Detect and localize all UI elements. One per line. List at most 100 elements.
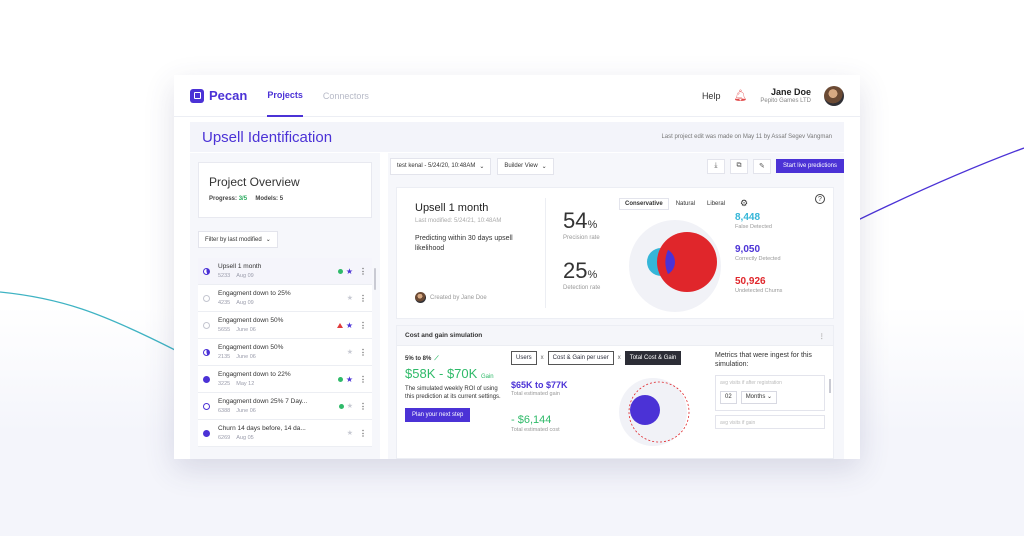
warning-triangle-icon xyxy=(336,322,343,328)
version-select[interactable]: test kenal - 5/24/20, 10:48AM ⌄ xyxy=(390,157,492,175)
list-item[interactable]: Engagment down to 22% 3225 May 12 ★ ⋮ xyxy=(198,366,372,393)
user-info[interactable]: Jane Doe Pepito Games LTD xyxy=(760,87,811,104)
kebab-menu-icon[interactable]: ⋮ xyxy=(359,374,367,384)
kebab-menu-icon[interactable]: ⋮ xyxy=(359,347,367,357)
created-by-text: Created by Jane Doe xyxy=(430,294,487,301)
chip-users[interactable]: Users xyxy=(511,351,537,365)
view-select[interactable]: Builder View ⌄ xyxy=(497,157,554,175)
item-title: Churn 14 days before, 14 da... xyxy=(218,425,306,432)
status-pie-icon xyxy=(203,348,210,356)
download-icon[interactable]: ⤓ xyxy=(706,158,725,174)
star-outline-icon[interactable]: ★ xyxy=(346,403,353,410)
correct-detected-value: 9,050 xyxy=(735,244,761,255)
tab-connectors[interactable]: Connectors xyxy=(322,90,369,101)
gain-trend-icon: ⟋ xyxy=(434,356,439,362)
chip-cost-gain[interactable]: Cost & Gain per user xyxy=(547,351,614,365)
estimated-cost-value: - $6,144 xyxy=(511,414,552,426)
model-summary-card: Upsell 1 month Last modified: 5/24/21, 1… xyxy=(396,187,834,319)
kebab-menu-icon[interactable]: ⋮ xyxy=(359,293,367,303)
mode-natural[interactable]: Natural xyxy=(675,200,696,207)
list-item[interactable]: Engagment down 50% 2135 June 06 ★ ⋮ xyxy=(198,339,372,366)
star-outline-icon[interactable]: ★ xyxy=(346,349,353,356)
simulation-title: Cost and gain simulation xyxy=(405,332,483,339)
help-question-icon[interactable]: ? xyxy=(815,194,825,204)
item-title: Engagment down 50% xyxy=(218,317,284,324)
item-id: 6388 xyxy=(218,408,231,414)
kebab-menu-icon[interactable]: ⋮ xyxy=(359,428,367,438)
help-link[interactable]: Help xyxy=(701,90,721,101)
star-icon[interactable]: ★ xyxy=(345,266,353,276)
copy-icon[interactable]: ⧉ xyxy=(729,158,748,174)
item-id: 2135 xyxy=(218,354,231,360)
metric-input-box[interactable]: avg visits if after registration 02 Mont… xyxy=(715,375,825,411)
star-icon[interactable]: ★ xyxy=(345,320,353,330)
status-ring-icon xyxy=(203,402,210,410)
metric-unit-select[interactable]: Months ⌄ xyxy=(740,391,778,404)
item-title: Engagment down 50% xyxy=(218,344,284,351)
model-list: Upsell 1 month 5233 Aug 09 ★ ⋮ Engagment … xyxy=(198,258,376,447)
avatar[interactable] xyxy=(824,85,844,106)
user-org: Pepito Games LTD xyxy=(760,98,811,104)
range-low: $58K xyxy=(405,366,436,381)
list-item[interactable]: Engagment down 50% 5655 June 06 ★ ⋮ xyxy=(198,312,372,339)
metrics-ingest-panel: Metrics that were ingest for this simula… xyxy=(715,351,831,429)
version-select-value: test kenal - 5/24/20, 10:48AM xyxy=(397,163,476,169)
venn-diagram-detection xyxy=(629,220,721,312)
correct-detected-label: Correctly Detected xyxy=(735,256,781,262)
start-live-predictions-button[interactable]: Start live predictions xyxy=(775,159,844,173)
mode-conservative[interactable]: Conservative xyxy=(619,197,669,210)
venn-diagram-simulation xyxy=(619,378,690,446)
metric-quantity-input[interactable]: 02 xyxy=(720,391,737,404)
list-item[interactable]: Engagment down 25% 7 Day... 6388 June 06 … xyxy=(198,393,372,420)
mode-liberal[interactable]: Liberal xyxy=(707,200,726,207)
star-outline-icon[interactable]: ★ xyxy=(346,295,353,302)
kebab-menu-icon[interactable]: ⋮ xyxy=(359,320,367,330)
tab-projects[interactable]: Projects xyxy=(267,75,303,117)
list-scrollbar[interactable] xyxy=(374,268,376,290)
list-item[interactable]: Upsell 1 month 5233 Aug 09 ★ ⋮ xyxy=(198,258,372,285)
notification-bell-icon[interactable]: 🔔︎ xyxy=(733,90,748,102)
item-id: 3225 xyxy=(218,381,231,387)
item-date: June 06 xyxy=(236,354,256,360)
metrics-scrollbar[interactable] xyxy=(829,379,831,393)
overview-meta: Progress: 3/5 Models: 5 xyxy=(209,196,361,202)
status-dot-icon xyxy=(203,429,210,437)
estimated-cost-label: Total estimated cost xyxy=(511,427,560,433)
star-icon[interactable]: ★ xyxy=(345,374,353,384)
detection-value: 25 xyxy=(563,258,588,283)
toolbar: test kenal - 5/24/20, 10:48AM ⌄ Builder … xyxy=(388,153,844,179)
item-date: Aug 09 xyxy=(236,273,254,279)
created-by: Created by Jane Doe xyxy=(415,292,487,303)
settings-gear-icon[interactable]: ⚙ xyxy=(740,198,749,208)
list-item[interactable]: Churn 14 days before, 14 da... 6269 Aug 0… xyxy=(198,420,372,447)
creator-avatar xyxy=(415,292,426,303)
model-description: Predicting within 30 days upsell likelih… xyxy=(415,235,513,252)
item-date: May 12 xyxy=(236,381,255,387)
chip-total[interactable]: Total Cost & Gain xyxy=(624,351,682,365)
progress-label: Progress: xyxy=(209,196,238,202)
logo-text: Pecan xyxy=(209,88,248,103)
item-id: 5233 xyxy=(218,273,231,279)
simulation-description: The simulated weekly ROI of using this p… xyxy=(405,386,501,400)
detection-stat: 25% Detection rate xyxy=(563,258,600,291)
range-small: 5% to 8% xyxy=(405,356,432,362)
list-item[interactable]: Engagment down to 25% 4235 Aug 09 ★ ⋮ xyxy=(198,285,372,312)
filter-dropdown[interactable]: Filter by last modified ⌄ xyxy=(198,231,278,248)
precision-value: 54 xyxy=(563,208,588,233)
kebab-menu-icon[interactable]: ⋮ xyxy=(818,332,826,340)
star-outline-icon[interactable]: ★ xyxy=(346,430,353,437)
kebab-menu-icon[interactable]: ⋮ xyxy=(359,266,367,276)
kebab-menu-icon[interactable]: ⋮ xyxy=(359,401,367,411)
plan-next-step-button[interactable]: Plan your next step xyxy=(405,408,471,422)
precision-stat: 54% Precision rate xyxy=(563,208,600,241)
precision-percent: % xyxy=(587,219,598,231)
metric-input-box[interactable]: avg visits if gain xyxy=(715,415,825,429)
item-title: Engagment down to 25% xyxy=(218,290,291,297)
edit-pencil-icon[interactable]: ✎ xyxy=(752,158,771,174)
model-last-modified: Last modified: 5/24/21, 10:48AM xyxy=(415,218,502,224)
item-date: June 06 xyxy=(236,408,256,414)
simulation-summary: 5% to 8% ⟋ $58K - $70K Gain The simulated… xyxy=(405,356,505,422)
chevron-down-icon: ⌄ xyxy=(479,163,485,170)
logo[interactable]: Pecan xyxy=(190,88,247,103)
